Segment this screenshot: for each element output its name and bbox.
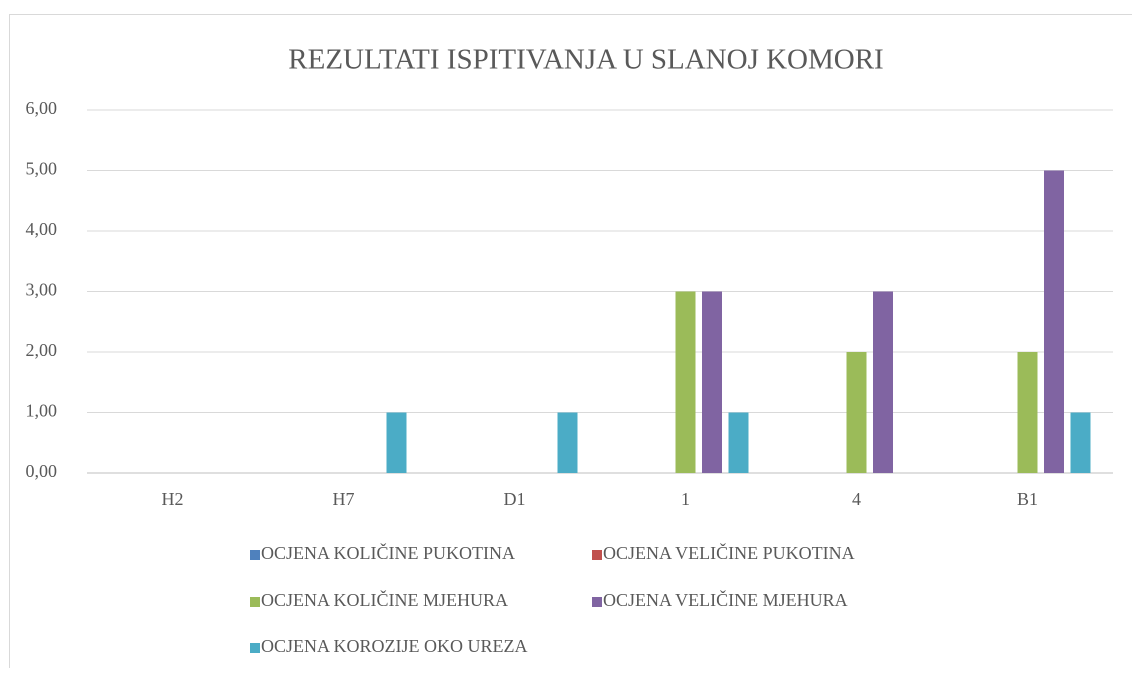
x-tick-label: D1 (504, 489, 526, 509)
bar (1044, 171, 1064, 474)
legend-label: OCJENA KOROZIJE OKO UREZA (261, 636, 528, 656)
bar (847, 352, 867, 473)
y-tick-label: 0,00 (26, 461, 58, 481)
legend-marker (592, 597, 602, 607)
y-tick-label: 6,00 (26, 98, 58, 118)
y-tick-label: 5,00 (26, 159, 58, 179)
legend-marker (250, 597, 260, 607)
bar (387, 413, 407, 474)
legend-marker (592, 550, 602, 560)
bar (729, 413, 749, 474)
x-tick-label: 1 (681, 489, 690, 509)
x-tick-label: B1 (1017, 489, 1038, 509)
legend-label: OCJENA KOLIČINE MJEHURA (261, 589, 508, 610)
bar (1071, 413, 1091, 474)
legend-label: OCJENA VELIČINE PUKOTINA (603, 542, 855, 563)
y-tick-label: 2,00 (26, 340, 58, 360)
legend-label: OCJENA VELIČINE MJEHURA (603, 589, 848, 610)
legend-marker (250, 643, 260, 653)
y-tick-label: 1,00 (26, 401, 58, 421)
x-tick-label: H2 (162, 489, 184, 509)
bar (558, 413, 578, 474)
legend-label: OCJENA KOLIČINE PUKOTINA (261, 542, 515, 563)
bar (702, 292, 722, 474)
bar (1018, 352, 1038, 473)
legend-marker (250, 550, 260, 560)
bar (676, 292, 696, 474)
y-tick-label: 3,00 (26, 280, 58, 300)
x-tick-label: 4 (852, 489, 861, 509)
chart-border (10, 15, 1132, 669)
chart-title: REZULTATI ISPITIVANJA U SLANOJ KOMORI (288, 44, 883, 76)
y-tick-label: 4,00 (26, 219, 58, 239)
bar (873, 292, 893, 474)
x-tick-label: H7 (333, 489, 355, 509)
